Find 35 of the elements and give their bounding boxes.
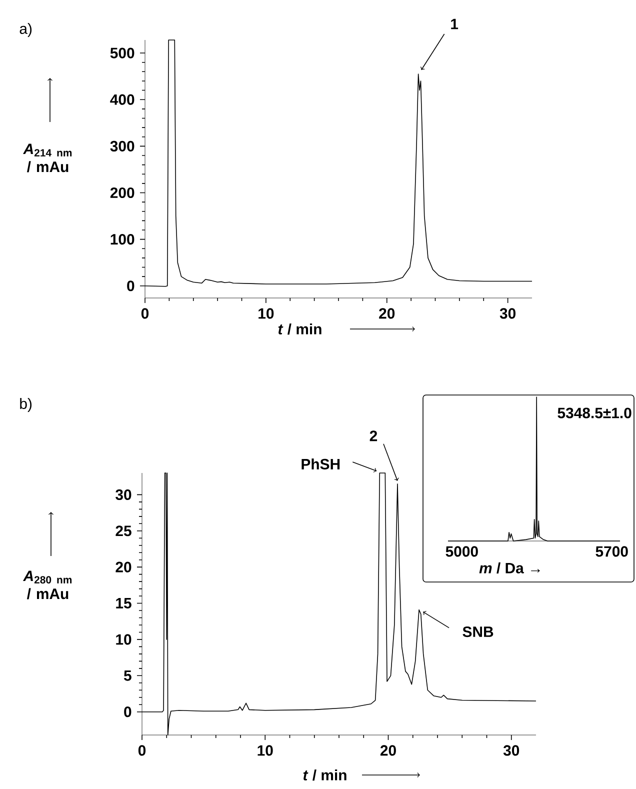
chart-title: b) (20, 398, 32, 412)
y-tick-label: 20 (116, 562, 132, 572)
y-tick-label: 30 (116, 489, 132, 500)
x-tick-label: 20 (380, 745, 396, 756)
y-tick-label: 25 (116, 526, 132, 536)
y-tick-label: 0 (127, 280, 134, 292)
y-tick-label: 500 (110, 48, 134, 58)
x-tick-label: 5000 (446, 546, 478, 557)
x-tick-label: 5700 (596, 546, 628, 557)
x-tick-label: 20 (379, 308, 395, 319)
annotation: 1 (451, 18, 458, 30)
x-tick-label: 30 (500, 308, 516, 319)
x-tick-label: 0 (138, 745, 146, 756)
y-tick-label: 300 (110, 140, 134, 152)
y-tick-label: 10 (116, 634, 132, 645)
annotation: 5348.5±1.0 (558, 408, 632, 418)
chart-title: a) (20, 23, 32, 37)
y-tick-label: 5 (124, 670, 132, 681)
y-tick-label: 100 (110, 234, 134, 245)
y-tick-label: 200 (110, 187, 134, 198)
x-tick-label: 30 (503, 745, 520, 756)
y-tick-label: 15 (116, 598, 132, 608)
y-axis-title: A$_{280 nm}$ / mAu (22, 570, 72, 600)
annotation: 2 (370, 430, 378, 442)
y-tick-label: 0 (124, 706, 132, 718)
annotation: PhSH (302, 458, 340, 470)
annotation: SNB (462, 626, 494, 638)
x-axis-title: t / min (303, 769, 346, 781)
x-axis-title: m / Da → (479, 562, 540, 574)
x-tick-label: 0 (141, 308, 149, 319)
y-tick-label: 400 (110, 94, 134, 105)
y-axis-title: A$_{214 nm}$ / mAu (23, 144, 72, 172)
x-tick-label: 10 (258, 308, 274, 319)
x-tick-label: 10 (258, 745, 273, 756)
x-axis-title: t / min (278, 323, 322, 335)
